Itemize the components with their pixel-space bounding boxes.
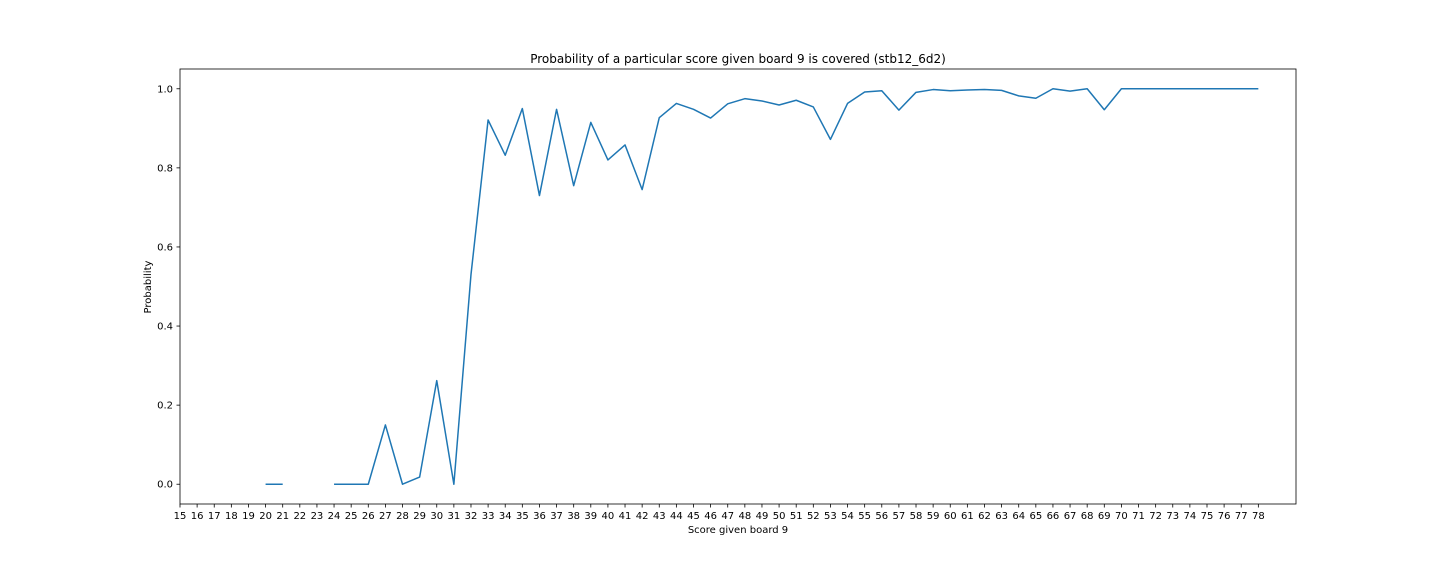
x-tick-label: 72	[1149, 511, 1162, 522]
x-tick-label: 73	[1166, 511, 1179, 522]
x-tick-label: 62	[978, 511, 991, 522]
x-tick-label: 29	[413, 511, 426, 522]
x-tick-label: 17	[208, 511, 221, 522]
x-tick-label: 67	[1064, 511, 1077, 522]
x-tick-label: 36	[533, 511, 546, 522]
x-tick-label: 28	[396, 511, 409, 522]
chart-title: Probability of a particular score given …	[530, 52, 946, 66]
x-tick-label: 24	[328, 511, 341, 522]
data-series	[265, 88, 1259, 485]
x-tick-label: 20	[259, 511, 272, 522]
x-tick-label: 51	[790, 511, 803, 522]
x-tick-label: 77	[1235, 511, 1248, 522]
x-tick-label: 21	[276, 511, 289, 522]
x-tick-label: 16	[191, 511, 204, 522]
x-tick-label: 41	[619, 511, 632, 522]
x-tick-label: 55	[858, 511, 871, 522]
y-tick-label: 1.0	[157, 84, 173, 95]
x-tick-label: 18	[225, 511, 238, 522]
x-tick-label: 70	[1115, 511, 1128, 522]
x-tick-label: 66	[1047, 511, 1060, 522]
x-tick-label: 76	[1218, 511, 1231, 522]
y-tick-label: 0.8	[157, 163, 173, 174]
x-tick-label: 60	[944, 511, 957, 522]
x-tick-label: 23	[311, 511, 324, 522]
x-tick-label: 26	[362, 511, 375, 522]
x-tick-label: 54	[841, 511, 854, 522]
x-axis-label: Score given board 9	[688, 525, 788, 536]
x-tick-label: 57	[893, 511, 906, 522]
x-tick-label: 58	[910, 511, 923, 522]
x-tick-label: 69	[1098, 511, 1111, 522]
x-tick-label: 33	[482, 511, 495, 522]
x-tick-label: 42	[636, 511, 649, 522]
x-tick-label: 15	[174, 511, 187, 522]
x-tick-label: 52	[807, 511, 820, 522]
x-tick-label: 44	[670, 511, 683, 522]
x-tick-label: 59	[927, 511, 940, 522]
x-tick-label: 43	[653, 511, 666, 522]
x-tick-label: 31	[447, 511, 460, 522]
x-tick-label: 63	[995, 511, 1008, 522]
y-tick-label: 0.0	[157, 480, 173, 491]
x-tick-label: 39	[584, 511, 597, 522]
x-tick-label: 50	[773, 511, 786, 522]
x-tick-label: 19	[242, 511, 255, 522]
x-tick-label: 71	[1132, 511, 1145, 522]
x-tick-label: 38	[567, 511, 580, 522]
x-tick-label: 27	[379, 511, 392, 522]
y-tick-label: 0.6	[157, 242, 173, 253]
x-tick-label: 61	[961, 511, 974, 522]
x-tick-label: 45	[687, 511, 700, 522]
x-tick-label: 65	[1029, 511, 1042, 522]
x-tick-label: 64	[1012, 511, 1025, 522]
x-tick-label: 25	[345, 511, 358, 522]
x-tick-label: 22	[293, 511, 306, 522]
plot-frame	[179, 68, 1297, 505]
x-tick-label: 47	[721, 511, 734, 522]
y-tick-label: 0.4	[157, 322, 173, 333]
x-tick-label: 56	[875, 511, 888, 522]
x-tick-label: 48	[738, 511, 751, 522]
x-tick-label: 32	[465, 511, 478, 522]
x-tick-label: 34	[499, 511, 512, 522]
x-tick-label: 40	[602, 511, 615, 522]
x-tick-label: 37	[550, 511, 563, 522]
x-tick-label: 53	[824, 511, 837, 522]
x-tick-label: 75	[1201, 511, 1214, 522]
axis-ticks: 15 16 17 18 19 20 21 22 23 24 25 26 27 28 29 30 31 32 33 34…	[157, 84, 1265, 522]
x-tick-label: 68	[1081, 511, 1094, 522]
x-tick-label: 78	[1252, 511, 1265, 522]
x-tick-label: 74	[1184, 511, 1197, 522]
x-tick-label: 30	[430, 511, 443, 522]
x-tick-label: 46	[704, 511, 717, 522]
x-tick-label: 35	[516, 511, 529, 522]
series-line-segment	[334, 88, 1259, 485]
y-tick-label: 0.2	[157, 401, 173, 412]
x-tick-label: 49	[756, 511, 769, 522]
y-axis-label: Probability	[143, 260, 154, 313]
